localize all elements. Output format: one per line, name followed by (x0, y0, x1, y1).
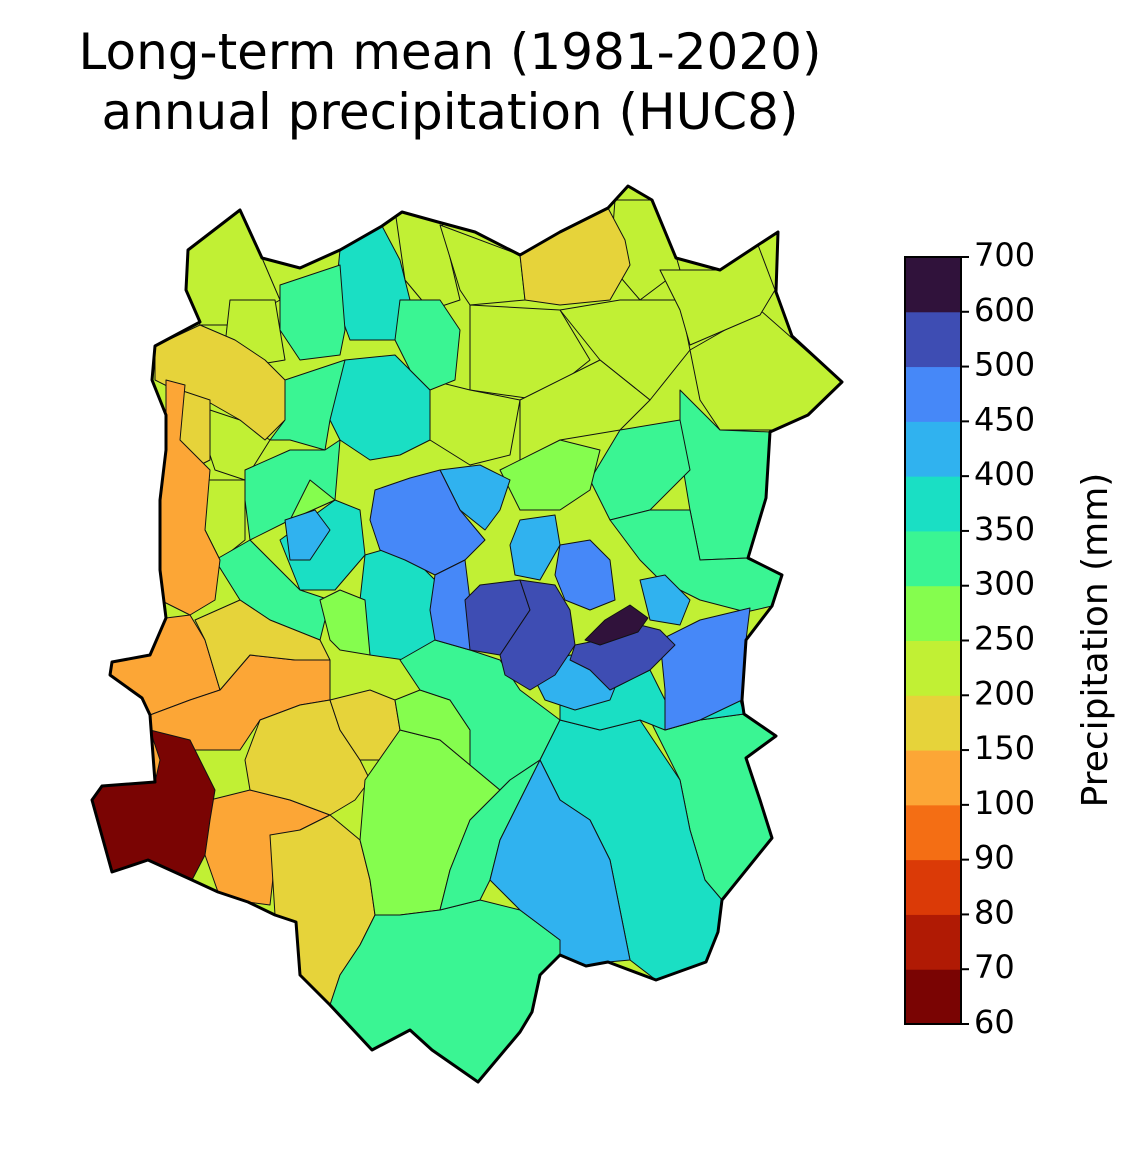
colorbar-tick-label: 60 (974, 1003, 1015, 1041)
colorbar-swatch (905, 476, 961, 532)
huc8-region (319, 589, 371, 656)
colorbar-tick-label: 70 (974, 948, 1015, 986)
colorbar-swatch (905, 640, 961, 696)
colorbar: 60 70 80 90 100 150 200 250 300 350 400 450 500 600 70… (904, 236, 1116, 1041)
colorbar-swatch (905, 585, 961, 641)
huc8-region (194, 599, 331, 691)
colorbar-tick-label: 600 (974, 291, 1035, 329)
huc8-region (554, 539, 616, 611)
map-title-line-2: annual precipitation (HUC8) (101, 83, 799, 141)
colorbar-ticks: 60 70 80 90 100 150 200 250 300 350 400 450 500 600 70… (961, 236, 1035, 1041)
huc8-region (289, 479, 336, 521)
huc8-region (269, 359, 346, 451)
huc8-region (499, 439, 601, 511)
colorbar-tick-label: 90 (974, 839, 1015, 877)
colorbar-tick-label: 200 (974, 674, 1035, 712)
colorbar-tick-label: 80 (974, 893, 1015, 931)
colorbar-swatches (905, 257, 961, 1025)
colorbar-swatch (905, 969, 961, 1025)
colorbar-tick-label: 400 (974, 455, 1035, 493)
colorbar-swatch (905, 530, 961, 587)
huc8-region (279, 264, 346, 361)
huc8-region (284, 509, 331, 561)
huc8-region (639, 574, 691, 626)
colorbar-tick-label: 450 (974, 400, 1035, 438)
huc8-region (519, 207, 631, 306)
colorbar-swatch (905, 311, 961, 368)
huc8-regions (92, 186, 842, 1082)
colorbar-tick-label: 500 (974, 346, 1035, 384)
colorbar-tick-label: 150 (974, 729, 1035, 767)
colorbar-swatch (905, 914, 961, 970)
colorbar-tick-label: 700 (974, 236, 1035, 274)
colorbar-label: Precipitation (mm) (1075, 473, 1116, 808)
huc8-region (394, 299, 461, 391)
huc8-region (244, 699, 371, 816)
colorbar-swatch (905, 750, 961, 806)
huc8-region (509, 514, 561, 581)
map-title: Long-term mean (1981-2020) annual precip… (0, 22, 900, 142)
colorbar-swatch (905, 804, 961, 861)
map-title-line-1: Long-term mean (1981-2020) (78, 23, 822, 81)
basin-outline (90, 184, 844, 1084)
colorbar-swatch (905, 366, 961, 422)
colorbar-swatch (905, 257, 961, 313)
colorbar-tick-label: 300 (974, 565, 1035, 603)
huc8-region (584, 604, 649, 646)
colorbar-swatch (905, 695, 961, 751)
colorbar-swatch (905, 421, 961, 477)
huc8-region (439, 224, 526, 306)
colorbar-swatch (905, 859, 961, 915)
huc8-region (499, 579, 576, 691)
colorbar-tick-label: 100 (974, 784, 1035, 822)
colorbar-tick-label: 350 (974, 510, 1035, 548)
colorbar-tick-label: 250 (974, 620, 1035, 658)
